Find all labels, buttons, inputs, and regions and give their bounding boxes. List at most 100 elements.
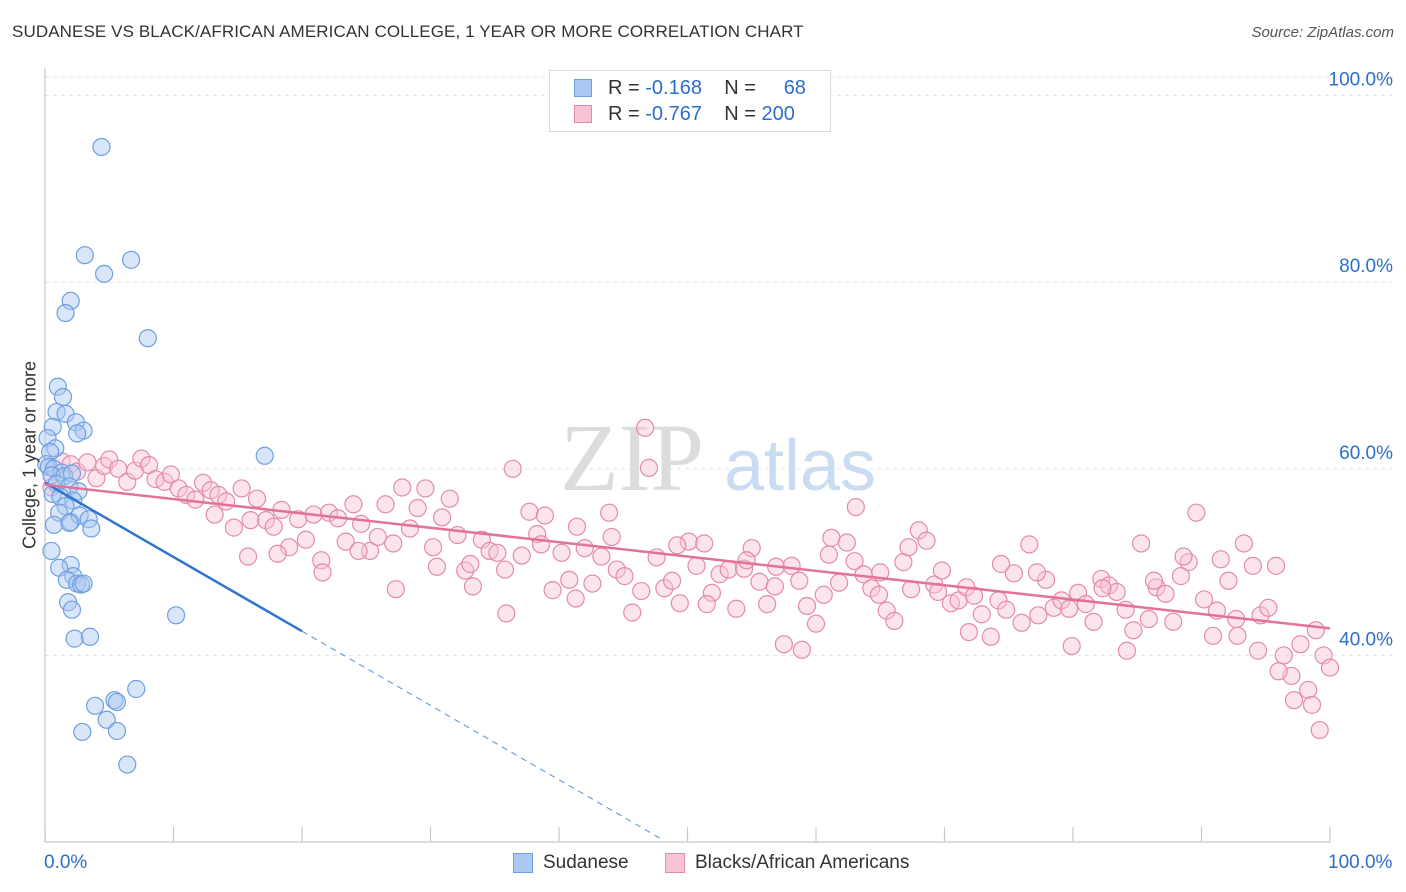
point-blacks [1306, 621, 1325, 640]
y-tick-label: 60.0% [1339, 443, 1393, 464]
point-blacks [1194, 590, 1214, 609]
point-blacks [512, 546, 531, 565]
point-sudanese [48, 377, 67, 396]
point-blacks [1060, 599, 1079, 618]
point-blacks [247, 489, 267, 508]
point-blacks [232, 479, 251, 498]
point-sudanese [41, 442, 60, 462]
point-blacks [765, 577, 784, 596]
point-blacks [792, 640, 811, 659]
point-blacks [1004, 564, 1023, 583]
point-blacks [635, 418, 655, 437]
point-sudanese [107, 721, 127, 741]
point-sudanese [73, 722, 92, 742]
point-blacks [869, 585, 889, 604]
point-blacks [1187, 503, 1206, 522]
series-blacks-points [42, 418, 1340, 740]
point-sudanese [56, 303, 75, 323]
point-blacks [782, 556, 801, 575]
point-blacks [964, 586, 984, 605]
point-blacks [408, 498, 427, 518]
chart-title: SUDANESE VS BLACK/AFRICAN AMERICAN COLLE… [12, 22, 804, 41]
point-blacks [503, 459, 522, 478]
point-blacks [296, 530, 315, 549]
point-blacks [758, 595, 777, 614]
point-blacks [280, 538, 299, 557]
point-blacks [639, 458, 659, 477]
point-blacks [1274, 646, 1293, 665]
point-blacks [575, 539, 594, 558]
point-blacks [1029, 606, 1048, 625]
legend-swatch-sudanese [574, 79, 592, 97]
point-blacks [416, 479, 435, 498]
point-sudanese [65, 629, 84, 648]
point-blacks [602, 527, 621, 547]
point-blacks [1174, 547, 1193, 566]
point-blacks [1012, 613, 1031, 632]
point-sudanese [42, 541, 61, 561]
point-blacks [877, 601, 896, 620]
point-blacks [440, 489, 459, 508]
point-sudanese [86, 696, 105, 715]
point-blacks [423, 538, 443, 557]
watermark: ZIP atlas [560, 404, 876, 511]
y-tick-label: 80.0% [1339, 256, 1393, 277]
point-blacks [583, 574, 602, 593]
point-blacks [386, 580, 405, 599]
point-blacks [1203, 626, 1223, 645]
point-blacks [1171, 567, 1191, 586]
legend-n-label: N = [724, 103, 756, 125]
point-blacks [845, 552, 864, 571]
point-blacks [1219, 571, 1238, 590]
point-blacks [224, 518, 243, 537]
point-sudanese [74, 574, 93, 593]
point-blacks [336, 532, 355, 551]
point-blacks [846, 497, 865, 517]
point-sudanese [70, 506, 89, 525]
axes [44, 68, 1331, 843]
point-sudanese [47, 402, 66, 422]
point-sudanese [38, 428, 57, 448]
point-blacks [78, 453, 97, 472]
point-sudanese [92, 137, 111, 157]
trend-lines [44, 481, 1331, 840]
point-blacks [393, 478, 412, 497]
point-sudanese [60, 513, 79, 533]
point-sudanese [166, 606, 186, 625]
point-blacks [600, 503, 619, 522]
point-blacks [668, 536, 687, 555]
watermark-atlas: atlas [724, 426, 876, 506]
point-blacks [774, 635, 793, 654]
point-blacks [520, 502, 539, 521]
point-sudanese [68, 424, 87, 443]
point-blacks [384, 534, 403, 553]
point-blacks [719, 560, 738, 579]
point-blacks [909, 521, 928, 540]
point-blacks [981, 627, 1000, 646]
point-blacks [1139, 609, 1158, 629]
point-blacks [662, 571, 682, 590]
point-blacks [750, 572, 769, 591]
legend-r-value: -0.168 [645, 77, 702, 99]
bottom-legend-label-blacks: Blacks/African Americans [695, 852, 910, 873]
point-blacks [313, 563, 332, 582]
point-blacks [1117, 641, 1137, 660]
point-blacks [632, 581, 651, 601]
point-blacks [1269, 662, 1288, 681]
bottom-legend-swatch-blacks [665, 853, 685, 873]
point-sudanese [107, 692, 127, 712]
legend-n-value: 200 [761, 103, 795, 125]
point-sudanese [97, 710, 116, 729]
point-blacks [837, 533, 856, 552]
point-blacks [885, 611, 904, 630]
point-blacks [697, 595, 716, 614]
point-blacks [1248, 641, 1268, 660]
point-blacks [161, 465, 181, 484]
point-blacks [560, 570, 579, 589]
trend-line-blacks [44, 483, 1331, 630]
point-blacks [1044, 598, 1063, 617]
point-blacks [1124, 621, 1143, 640]
point-blacks [352, 514, 371, 533]
watermark-zip: ZIP [560, 404, 704, 511]
